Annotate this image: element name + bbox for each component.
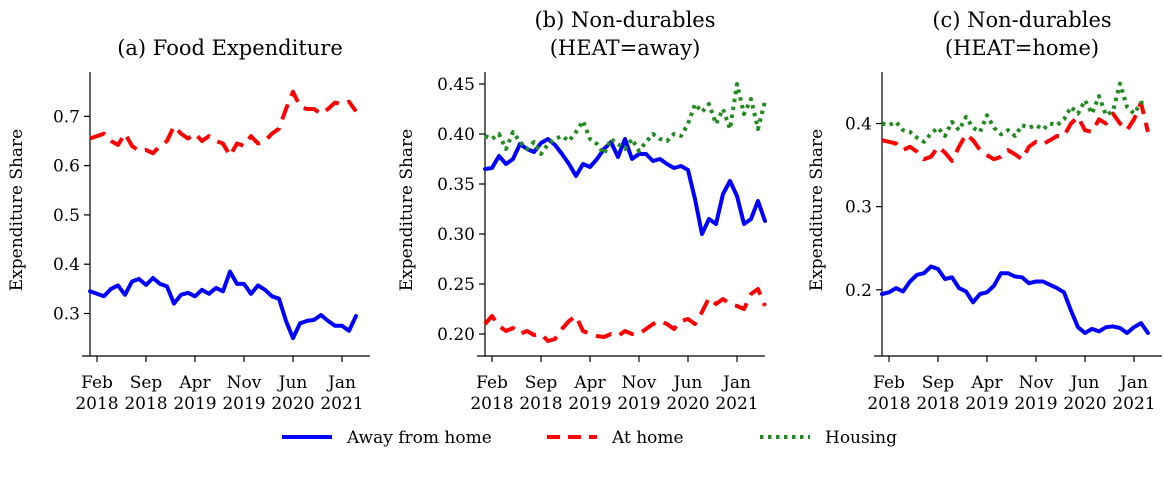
- x-tick-label-year: 2018: [519, 394, 562, 414]
- x-tick-label-year: 2019: [617, 394, 660, 414]
- y-tick-label: 0.5: [53, 206, 80, 226]
- x-tick-label-month: Apr: [573, 373, 606, 393]
- x-tick-label-year: 2019: [173, 394, 216, 414]
- series-line-at-home: [89, 89, 358, 158]
- x-tick-label-year: 2021: [320, 394, 363, 414]
- x-tick-label-year: 2019: [568, 394, 611, 414]
- chart-title-line: (c) Non-durables: [932, 8, 1111, 32]
- y-tick-label: 0.4: [845, 115, 872, 135]
- x-tick-label-year: 2019: [1014, 394, 1057, 414]
- chart-title-line: (a) Food Expenditure: [117, 36, 343, 60]
- y-tick-label: 0.30: [437, 225, 475, 245]
- x-tick-label-month: Apr: [178, 373, 211, 393]
- x-tick-label-month: Jan: [721, 373, 751, 393]
- y-tick-label: 0.3: [53, 305, 80, 325]
- x-tick-label-year: 2018: [124, 394, 167, 414]
- x-tick-label-month: Jun: [672, 373, 703, 393]
- y-tick-label: 0.45: [437, 75, 475, 95]
- x-tick-label-year: 2019: [965, 394, 1008, 414]
- x-tick-label-month: Jun: [277, 373, 308, 393]
- x-tick-label-month: Nov: [227, 373, 262, 393]
- legend: Away from home At home Housing: [282, 428, 897, 448]
- x-tick-label-year: 2018: [470, 394, 513, 414]
- series-line-at-home: [881, 100, 1150, 163]
- x-tick-label-month: Nov: [622, 373, 657, 393]
- x-tick-label-month: Jan: [326, 373, 356, 393]
- chart-title-line: (b) Non-durables: [534, 8, 715, 32]
- x-tick-label-month: Feb: [873, 373, 905, 393]
- x-tick-label-year: 2018: [867, 394, 910, 414]
- x-tick-label-year: 2020: [1063, 394, 1106, 414]
- y-tick-label: 0.6: [53, 157, 80, 177]
- legend-label-away-from-home: Away from home: [346, 428, 492, 448]
- chart-panel-1: (a) Food Expenditure0.30.40.50.60.7Feb20…: [7, 36, 370, 414]
- chart-panel-3: (c) Non-durables(HEAT=home)0.20.30.4Feb2…: [807, 8, 1162, 414]
- chart-title-line: (HEAT=away): [550, 36, 701, 60]
- y-tick-label: 0.2: [845, 281, 872, 301]
- series-line-housing: [484, 82, 767, 156]
- y-tick-label: 0.40: [437, 125, 475, 145]
- x-tick-label-year: 2021: [715, 394, 758, 414]
- y-tick-label: 0.3: [845, 198, 872, 218]
- x-tick-label-month: Jun: [1069, 373, 1100, 393]
- x-tick-label-year: 2018: [916, 394, 959, 414]
- x-tick-label-year: 2020: [666, 394, 709, 414]
- y-tick-label: 0.7: [53, 107, 80, 127]
- x-tick-label-month: Feb: [81, 373, 113, 393]
- legend-label-housing: Housing: [825, 428, 897, 448]
- chart-title-line: (HEAT=home): [945, 36, 1099, 60]
- x-tick-label-month: Nov: [1019, 373, 1054, 393]
- y-tick-label: 0.20: [437, 325, 475, 345]
- y-tick-label: 0.25: [437, 275, 475, 295]
- x-tick-label-year: 2019: [222, 394, 265, 414]
- x-tick-label-year: 2021: [1112, 394, 1155, 414]
- series-line-at-home: [483, 287, 767, 343]
- y-tick-label: 0.35: [437, 175, 475, 195]
- series-line-away-from-home: [880, 264, 1150, 335]
- x-tick-label-year: 2020: [271, 394, 314, 414]
- y-tick-label: 0.4: [53, 255, 80, 275]
- y-axis-label: Expenditure Share: [807, 129, 827, 292]
- series-line-housing: [881, 81, 1148, 144]
- y-axis-label: Expenditure Share: [397, 129, 417, 292]
- x-tick-label-month: Sep: [525, 373, 558, 393]
- x-tick-label-month: Apr: [970, 373, 1003, 393]
- chart-panel-2: (b) Non-durables (HEAT=away) 0.20 0.25 0.30 0…: [397, 8, 767, 414]
- x-tick-label-month: Sep: [922, 373, 955, 393]
- series-line-away-from-home: [483, 137, 767, 236]
- x-tick-label-year: 2018: [75, 394, 118, 414]
- legend-label-at-home: At home: [611, 428, 684, 448]
- x-tick-label-month: Sep: [130, 373, 163, 393]
- x-tick-label-month: Jan: [1118, 373, 1148, 393]
- series-line-away-from-home: [88, 269, 358, 341]
- x-tick-label-month: Feb: [476, 373, 508, 393]
- y-axis-label: Expenditure Share: [7, 129, 27, 292]
